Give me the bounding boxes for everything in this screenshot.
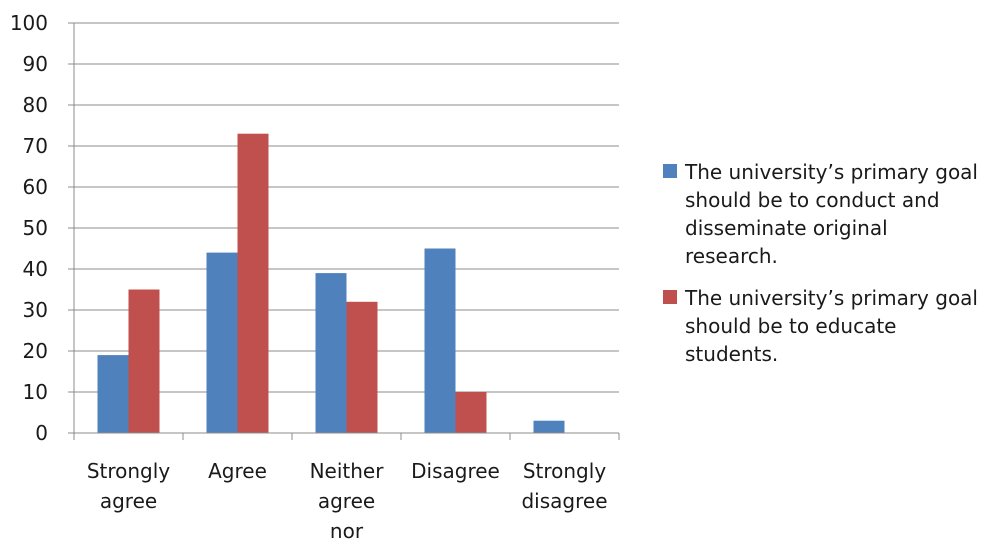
legend-swatch-research (663, 164, 677, 178)
bar-educate-4 (455, 392, 487, 433)
y-tick-label: 100 (10, 11, 48, 35)
y-tick-label: 90 (23, 52, 48, 76)
legend-item-research: The university’s primary goal should be … (663, 158, 993, 270)
y-tick-label: 0 (35, 421, 48, 445)
x-category-label: Strongly agree (87, 459, 170, 513)
x-category-label: Strongly disagree (521, 459, 607, 513)
bar-educate-1 (128, 289, 160, 433)
x-axis: Strongly agree Agree Neither agree nor Disagre… (73, 432, 620, 543)
legend: The university’s primary goal should be … (663, 158, 993, 382)
bar-research-1 (97, 355, 129, 433)
bar-research-2 (206, 252, 238, 433)
y-axis: 0 10 20 30 40 50 60 70 80 90 100 (10, 11, 75, 445)
bar-educate-3 (346, 301, 378, 433)
x-category-label: Disagree (411, 459, 500, 483)
y-tick-label: 70 (23, 134, 48, 158)
gridlines (74, 22, 619, 393)
legend-label-research: The university’s primary goal should be … (685, 160, 978, 268)
y-tick-label: 40 (23, 257, 48, 281)
y-tick-label: 10 (23, 380, 48, 404)
y-tick-label: 30 (23, 298, 48, 322)
x-category-label: Neither agree nor (310, 459, 385, 543)
bar-research-5 (533, 420, 565, 433)
bar-educate-2 (237, 133, 269, 433)
legend-item-educate: The university’s primary goal should be … (663, 284, 993, 368)
legend-label-educate: The university’s primary goal should be … (685, 286, 978, 366)
bar-research-4 (424, 248, 456, 433)
y-tick-label: 60 (23, 175, 48, 199)
bar-chart: 0 10 20 30 40 50 60 70 80 90 100 Strongly agree Agre… (10, 11, 620, 543)
y-tick-label: 20 (23, 339, 48, 363)
x-category-label: Agree (208, 459, 267, 483)
bar-research-3 (315, 273, 347, 433)
legend-swatch-educate (663, 290, 677, 304)
y-tick-label: 80 (23, 93, 48, 117)
y-tick-label: 50 (23, 216, 48, 240)
bars (97, 133, 565, 433)
